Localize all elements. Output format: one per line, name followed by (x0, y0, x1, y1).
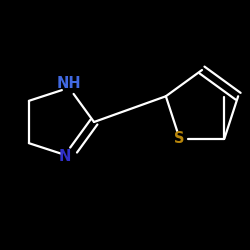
Text: S: S (174, 131, 185, 146)
Text: NH: NH (57, 76, 82, 91)
Text: N: N (59, 149, 71, 164)
